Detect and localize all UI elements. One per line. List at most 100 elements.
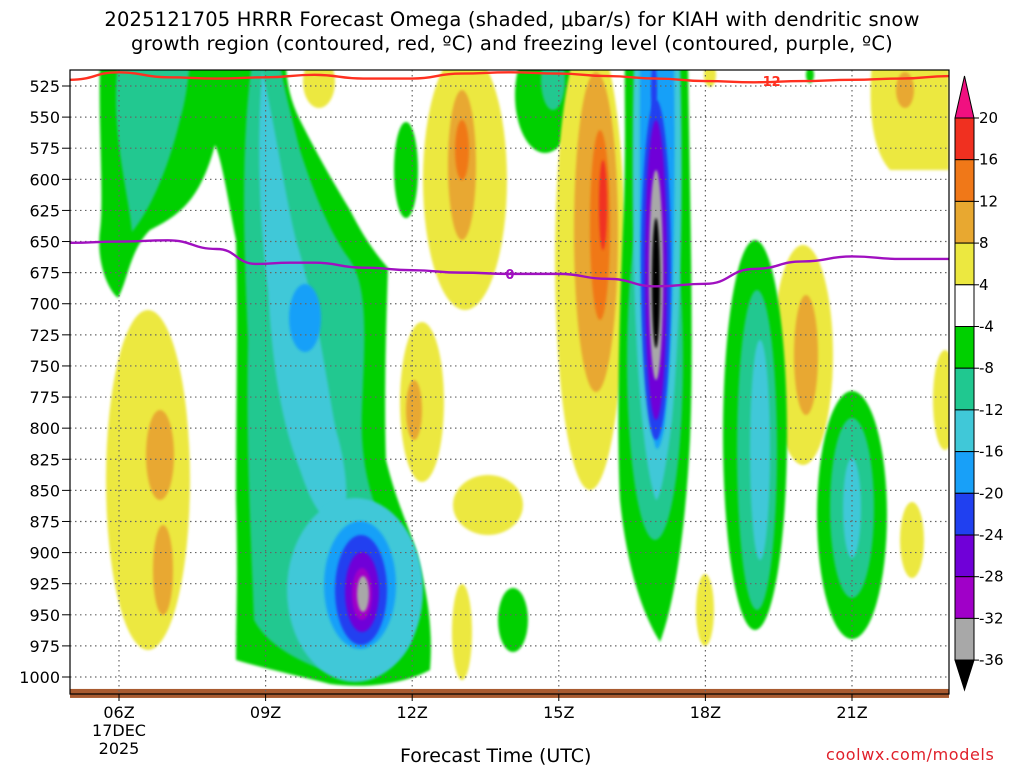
omega-shade-sinking (303, 70, 335, 108)
pressure-tick-label: 625 (29, 201, 60, 220)
pressure-tick-label: 975 (29, 637, 60, 656)
colorbar-swatch (954, 576, 975, 619)
colorbar-swatch (954, 284, 975, 327)
colorbar-top-triangle (954, 75, 975, 119)
pressure-tick-label: 1000 (19, 668, 60, 687)
colorbar-swatch (954, 242, 975, 286)
pressure-tick-label: 900 (29, 544, 60, 563)
colorbar-bottom-triangle (954, 659, 975, 692)
temperature-contours: -12 0 (70, 71, 949, 288)
pressure-tick-label: 550 (29, 108, 60, 127)
time-tick-year: 2025 (99, 739, 140, 758)
omega-shade-sinking (900, 502, 924, 578)
colorbar-swatch (954, 200, 975, 244)
omega-shaded-field (99, 70, 949, 686)
time-tick-label: 06Z (103, 703, 134, 722)
colorbar-swatch (954, 159, 975, 202)
pressure-tick-label: 800 (29, 419, 60, 438)
colorbar-tick-label: -16 (979, 443, 1004, 461)
chart-title: 2025121705 HRRR Forecast Omega (shaded, … (0, 8, 1024, 56)
omega-shade-sinking (406, 380, 422, 440)
omega-shade-rising-17z-max (652, 218, 660, 348)
omega-shade-rising-21z (843, 458, 861, 558)
colorbar-swatch (954, 117, 975, 161)
pressure-tick-label: 650 (29, 233, 60, 252)
colorbar-swatch (954, 492, 975, 536)
pressure-tick-label: 525 (29, 77, 60, 96)
omega-shade-rising-west-core (116, 70, 190, 232)
pressure-tick-label: 950 (29, 606, 60, 625)
colorbar-swatch (954, 451, 975, 494)
pressure-tick-label: 925 (29, 575, 60, 594)
colorbar-tick-label: -12 (979, 401, 1004, 419)
colorbar-tick-label: -8 (979, 359, 994, 377)
colorbar-swatch (954, 617, 975, 661)
colorbar-swatch (954, 534, 975, 578)
omega-shade-sinking (794, 295, 818, 415)
omega-shade-rising-17z (651, 70, 657, 118)
chart-title-line-2: growth region (contoured, red, ºC) and f… (131, 32, 893, 55)
omega-shade-lowlevel-max (357, 576, 369, 612)
pressure-axis: 525 550 575 600 625 650 675 700 725 750 775 800 825 8… (19, 77, 70, 687)
pressure-tick-label: 875 (29, 512, 60, 531)
time-tick-date: 17DEC (92, 721, 146, 740)
chart-title-line-1: 2025121705 HRRR Forecast Omega (shaded, … (104, 8, 920, 31)
pressure-tick-label: 775 (29, 388, 60, 407)
colorbar-tick-label: -4 (979, 318, 994, 336)
pressure-tick-label: 725 (29, 326, 60, 345)
time-tick-label: 09Z (250, 703, 281, 722)
freezing-level-contour-label: 0 (505, 268, 514, 283)
freezing-level-contour-line (70, 239, 949, 288)
omega-shade-sinking (896, 72, 914, 108)
colorbar-tick-label: 12 (979, 192, 998, 210)
time-tick-label: 18Z (690, 703, 721, 722)
pressure-tick-label: 575 (29, 139, 60, 158)
time-tick-label: 12Z (397, 703, 428, 722)
pressure-tick-label: 850 (29, 481, 60, 500)
dgz-contour-line (70, 71, 949, 84)
omega-shade-rising-19z (750, 340, 770, 560)
omega-shade-sinking (933, 350, 949, 450)
colorbar-tick-label: -32 (979, 609, 1004, 627)
pressure-tick-label: 700 (29, 295, 60, 314)
pressure-tick-label: 750 (29, 357, 60, 376)
colorbar-swatch (954, 326, 975, 369)
plot-grid (70, 70, 949, 694)
plot-border (69, 69, 950, 695)
colorbar-tick-label: 20 (979, 109, 998, 127)
omega-shade-sinking (146, 410, 174, 500)
omega-shade-small (498, 588, 528, 652)
colorbar-tick-label: -28 (979, 568, 1004, 586)
omega-shade-sinking (153, 525, 173, 615)
colorbar-tick-label: -36 (979, 651, 1004, 669)
dgz-contour-label: -12 (757, 75, 781, 90)
omega-shade-sinking-max (599, 160, 607, 250)
colorbar-tick-label: 4 (979, 276, 989, 294)
colorbar-tick-label: 16 (979, 151, 998, 169)
pressure-tick-label: 675 (29, 264, 60, 283)
pressure-tick-label: 825 (29, 450, 60, 469)
omega-shade-sinking (455, 120, 469, 180)
x-axis-label: Forecast Time (UTC) (400, 745, 592, 767)
omega-shade-sinking (704, 70, 716, 87)
omega-shade-small (541, 70, 565, 110)
omega-shade-sinking (452, 584, 472, 680)
colorbar-legend: 20 16 12 8 4 -4 -8 -12 -16 -20 -24 -28 -32 -36 (954, 75, 1004, 692)
time-tick-label: 15Z (543, 703, 574, 722)
omega-shade-sinking (400, 322, 444, 482)
omega-shade-sinking (870, 70, 949, 170)
omega-shade-max-upper (289, 284, 321, 352)
time-tick-label: 21Z (836, 703, 867, 722)
colorbar-tick-label: -20 (979, 484, 1004, 502)
colorbar-tick-label: -24 (979, 526, 1004, 544)
colorbar-swatch (954, 367, 975, 411)
pressure-tick-label: 600 (29, 170, 60, 189)
colorbar-swatch (954, 409, 975, 453)
plot-frame (69, 69, 950, 695)
source-credit: coolwx.com/models (826, 745, 995, 764)
omega-shade-sinking (453, 475, 523, 535)
colorbar-tick-label: 8 (979, 234, 989, 252)
omega-shade-small (394, 122, 418, 218)
